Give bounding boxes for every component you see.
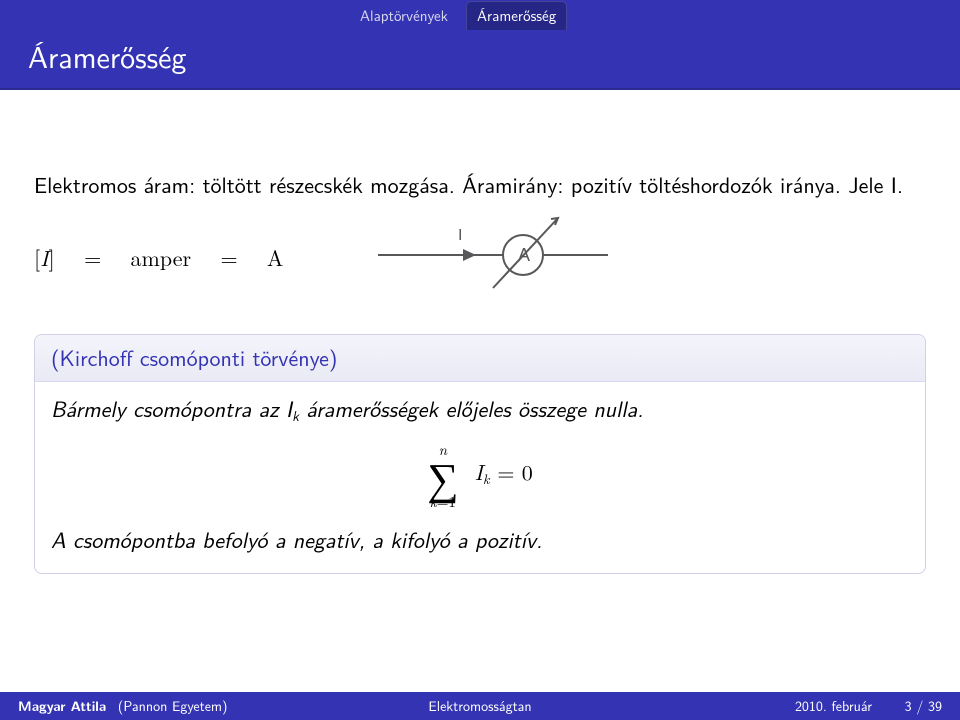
unit-row: [I] = amper = A I A bbox=[34, 210, 926, 307]
diagram-A-label: A bbox=[518, 245, 530, 265]
theorem-head: (Kirchoff csomóponti törvénye) bbox=[35, 335, 925, 382]
tab-section: Alaptörvények bbox=[350, 2, 458, 30]
tab-subsection: Áramerősség bbox=[466, 1, 567, 30]
definition-text: Elektromos áram: töltött részecskék mozg… bbox=[34, 170, 926, 200]
theorem-statement: Bármely csomópontra az Ik áramerősségek … bbox=[51, 394, 909, 426]
diagram-I-label: I bbox=[458, 227, 462, 244]
footer-page: 2010. február 3 / 39 bbox=[795, 696, 942, 716]
footer: Magyar Attila (Pannon Egyetem) Elektromo… bbox=[0, 692, 960, 720]
unit-equation: [I] = amper = A bbox=[34, 243, 373, 273]
footer-author: Magyar Attila (Pannon Egyetem) bbox=[18, 696, 227, 716]
theorem-formula: n ∑ k=1 Ik = 0 bbox=[51, 442, 909, 509]
theorem-box: (Kirchoff csomóponti törvénye) Bármely c… bbox=[34, 334, 926, 574]
theorem-note: A csomópontba befolyó a negatív, a kifol… bbox=[51, 525, 909, 555]
theorem-body: Bármely csomópontra az Ik áramerősségek … bbox=[35, 382, 925, 573]
header-tabs: Alaptörvények Áramerősség bbox=[0, 0, 960, 30]
frame-title: Áramerősség bbox=[0, 30, 960, 89]
ammeter-diagram: I A bbox=[373, 210, 613, 307]
content: Elektromos áram: töltött részecskék mozg… bbox=[0, 90, 960, 594]
footer-title: Elektromosságtan bbox=[428, 696, 531, 716]
